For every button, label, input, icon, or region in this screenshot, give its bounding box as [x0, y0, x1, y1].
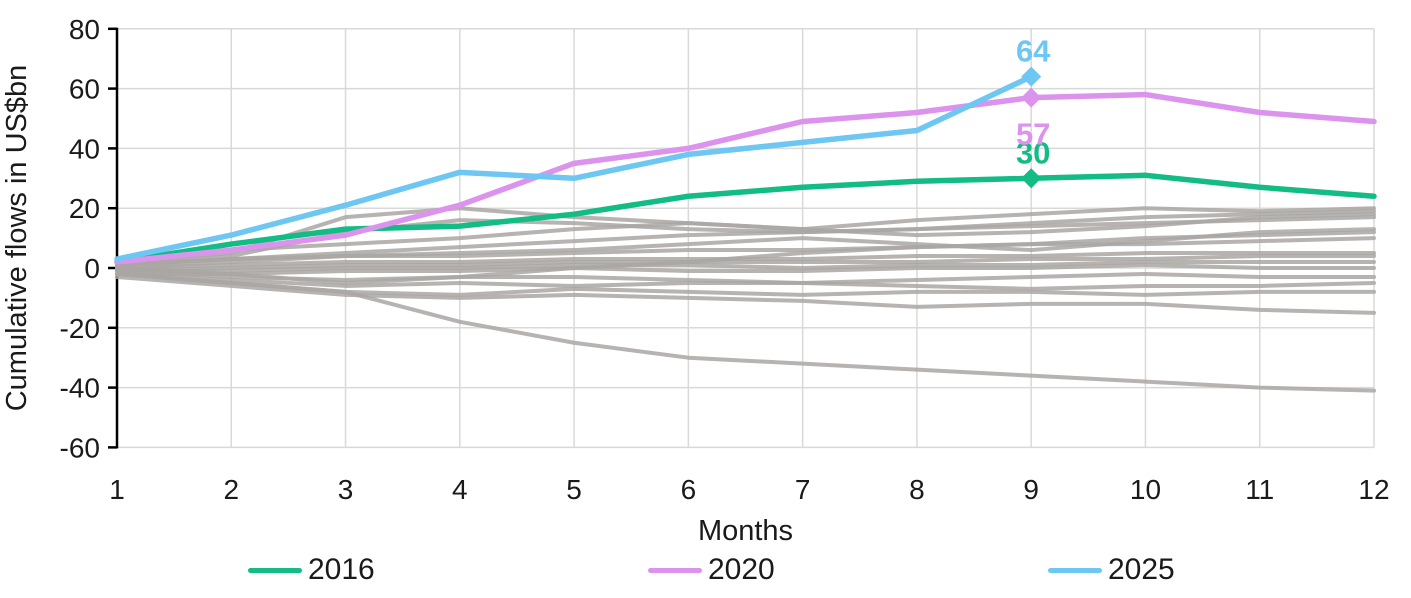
series-marker-2025 — [1021, 66, 1042, 87]
legend-item-2016: 2016 — [248, 552, 375, 588]
x-axis-title: Months — [698, 515, 793, 547]
background-year-line — [115, 263, 1376, 276]
y-tick-label: -40 — [60, 373, 100, 404]
x-tick-label: 1 — [109, 474, 125, 505]
legend-label-2025: 2025 — [1108, 553, 1175, 586]
legend-swatch-2020 — [648, 567, 702, 573]
legend-item-2020: 2020 — [648, 552, 775, 588]
y-tick-label: 60 — [69, 74, 100, 105]
x-tick-label: 12 — [1358, 474, 1389, 505]
x-tick-label: 7 — [795, 474, 811, 505]
series-line-2020 — [114, 91, 1377, 265]
legend-item-2025: 2025 — [1048, 552, 1175, 588]
y-tick-label: 0 — [84, 253, 100, 284]
y-axis-title: Cumulative flows in US$bn — [1, 65, 33, 412]
x-tick-label: 10 — [1130, 474, 1161, 505]
x-tick-label: 11 — [1245, 474, 1274, 505]
y-tick-label: -20 — [60, 313, 100, 344]
y-tick-label: 20 — [69, 193, 100, 224]
y-tick-label: 80 — [69, 14, 100, 45]
x-tick-label: 4 — [452, 474, 468, 505]
legend-label-2020: 2020 — [708, 553, 775, 586]
background-year-line — [115, 260, 1376, 273]
y-tick-label: 40 — [69, 133, 100, 164]
x-tick-label: 9 — [1023, 474, 1039, 505]
background-year-line — [115, 274, 1376, 315]
x-tick-label: 5 — [566, 474, 582, 505]
series-marker-2020 — [1021, 87, 1042, 108]
series-line-2025 — [114, 73, 1034, 262]
background-year-line — [115, 254, 1376, 273]
background-year-line — [115, 271, 1376, 291]
data-label-2025: 64 — [1016, 34, 1051, 69]
background-year-line — [115, 251, 1376, 270]
legend-swatch-2025 — [1048, 567, 1102, 573]
x-tick-label: 6 — [681, 474, 697, 505]
x-tick-label: 2 — [223, 474, 239, 505]
legend-label-2016: 2016 — [308, 553, 375, 586]
data-label-2020: 57 — [1016, 117, 1050, 152]
chart-legend: 2016 2020 2025 — [0, 552, 1411, 596]
y-tick-label: -60 — [60, 432, 100, 463]
series-line-2016 — [114, 172, 1377, 265]
x-tick-label: 8 — [909, 474, 925, 505]
x-tick-label: 3 — [338, 474, 354, 505]
background-year-line — [115, 230, 1376, 268]
legend-swatch-2016 — [248, 567, 302, 573]
data-label-2016: 30 — [1016, 135, 1050, 170]
background-year-line — [115, 271, 1376, 393]
background-year-line — [115, 215, 1376, 268]
series-marker-2016 — [1021, 168, 1042, 189]
